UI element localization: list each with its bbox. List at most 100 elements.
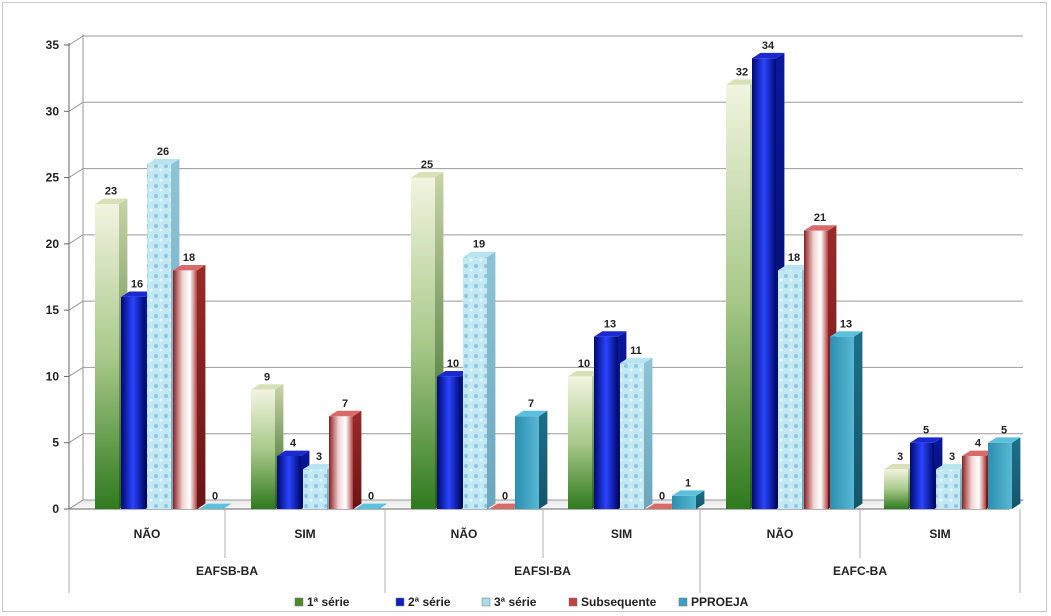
bar-top [355, 503, 388, 509]
bar-top [303, 463, 336, 470]
bar-top [251, 384, 284, 390]
data-label: 23 [105, 186, 117, 198]
data-labels: 2316261809437025101907101311013234182113… [105, 40, 1007, 503]
data-label: 3 [949, 451, 955, 463]
bar-front [437, 376, 461, 509]
bar-top [95, 198, 128, 205]
bar-front [988, 442, 1012, 509]
y-tick-label: 0 [52, 502, 59, 516]
y-tick-label: 15 [46, 303, 60, 317]
bar-side [353, 410, 362, 509]
bar-top [437, 371, 470, 377]
bar-top [936, 463, 969, 470]
data-label: 0 [502, 491, 508, 503]
bar-side [854, 331, 863, 509]
data-label: 19 [473, 239, 485, 251]
data-label: 13 [840, 318, 852, 330]
bar-top [962, 450, 995, 456]
data-label: 26 [157, 146, 169, 158]
bar-top [778, 264, 811, 271]
bar-top [726, 79, 759, 85]
category-label: SIM [611, 527, 632, 541]
category-label: SIM [294, 527, 315, 541]
data-label: 5 [923, 424, 929, 436]
bar-side [539, 410, 548, 509]
y-tick-label: 10 [46, 369, 60, 383]
group-label: EAFC-BA [833, 564, 887, 578]
data-label: 21 [814, 212, 826, 224]
data-label: 3 [316, 451, 322, 463]
bar-front [910, 442, 934, 509]
y-tick-label: 35 [46, 38, 60, 52]
data-label: 0 [212, 491, 218, 503]
gridline [68, 300, 1023, 311]
bar-top [988, 437, 1021, 443]
bar [329, 410, 362, 509]
legend-item: 2ª série [395, 595, 451, 609]
y-tick-label: 25 [46, 171, 60, 185]
bar [355, 503, 388, 509]
bar-top [489, 503, 522, 509]
bar-top [620, 357, 653, 364]
gridline [68, 35, 1023, 46]
bar-top [804, 225, 837, 231]
bar [463, 251, 496, 509]
data-label: 0 [659, 491, 665, 503]
data-label: 1 [685, 477, 691, 489]
bar-front [726, 84, 750, 510]
category-label: NÃO [451, 526, 478, 541]
data-label: 34 [762, 40, 775, 52]
bar-front [251, 389, 275, 509]
bar-front [121, 296, 145, 509]
bar-front [277, 455, 301, 509]
y-tick-label: 5 [52, 436, 59, 450]
data-label: 0 [368, 491, 374, 503]
category-labels: NÃO SIM NÃO SIM NÃO SIM EAFSB-BA EAFSI-BA EAFC-B… [68, 509, 1021, 593]
category-label: NÃO [767, 526, 794, 541]
bar-side [487, 251, 496, 509]
data-label: 5 [1001, 424, 1007, 436]
bars [95, 52, 1021, 510]
category-label: SIM [929, 527, 950, 541]
bar-top [672, 490, 705, 496]
bar-side [696, 490, 705, 509]
bar-front [173, 270, 197, 509]
bar-side [197, 264, 206, 509]
bar [830, 331, 863, 509]
bar-front [804, 230, 828, 509]
bar-front [778, 270, 802, 509]
bar-front [463, 257, 487, 509]
data-label: 10 [447, 358, 459, 370]
data-label: 7 [342, 398, 348, 410]
bar-front [936, 469, 960, 509]
legend-swatch [678, 597, 688, 607]
bar-top [411, 172, 444, 178]
legend-item: 1ª série [294, 595, 350, 609]
data-label: 18 [183, 252, 195, 264]
y-tick-label: 20 [46, 237, 60, 251]
bar-top [329, 410, 362, 417]
bar-top [173, 264, 206, 271]
legend-swatch [568, 597, 578, 607]
bar-front [411, 177, 435, 510]
data-label: 11 [630, 345, 642, 357]
legend-item: PPROEJA [678, 595, 749, 609]
data-label: 32 [736, 66, 748, 78]
group-label: EAFSI-BA [514, 564, 571, 578]
bar [672, 490, 705, 509]
bar-front [752, 58, 776, 509]
legend-swatch [294, 597, 304, 607]
bar-top [594, 331, 627, 337]
bar [199, 503, 232, 509]
y-tick-label: 30 [46, 104, 60, 118]
bar-top [884, 463, 917, 470]
bar-front [515, 416, 539, 509]
data-label: 4 [975, 438, 982, 450]
bar-front [830, 336, 854, 509]
category-label: NÃO [134, 526, 161, 541]
legend-label: 3ª série [494, 595, 537, 609]
bar-top [121, 291, 154, 297]
data-label: 25 [421, 159, 433, 171]
bar-front [568, 376, 592, 509]
